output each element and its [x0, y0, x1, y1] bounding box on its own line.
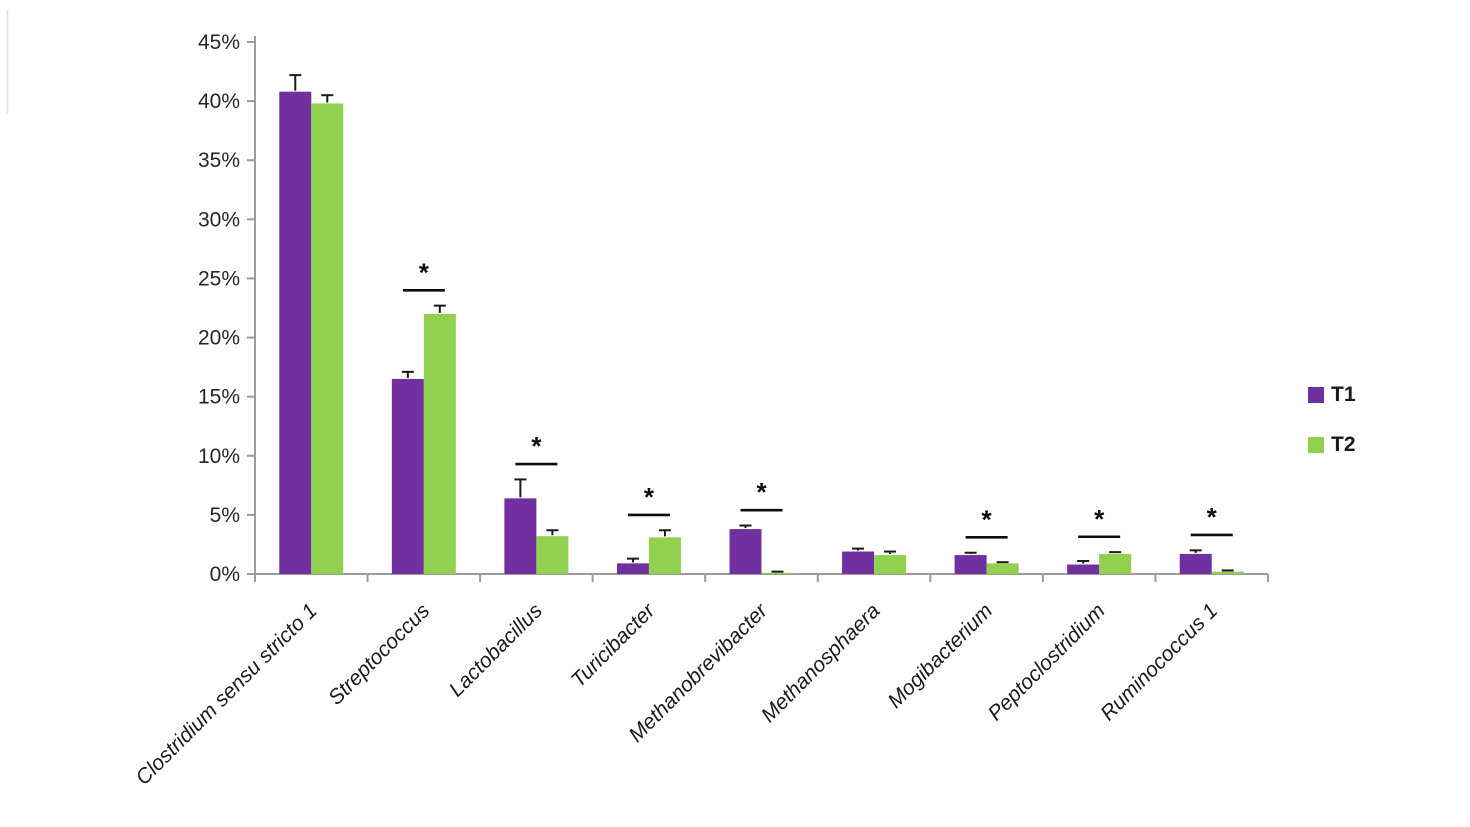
bar-t2	[986, 563, 1019, 574]
x-category-label: Lactobacillus	[445, 599, 547, 701]
x-category-label: Methanosphaera	[757, 599, 885, 727]
significance-asterisk: *	[1094, 504, 1105, 534]
y-tick-label: 15%	[198, 386, 240, 409]
y-tick-label: 45%	[198, 31, 240, 54]
x-category-label: Turicibacter	[567, 599, 660, 692]
significance-asterisk: *	[531, 431, 542, 461]
x-category-label: Ruminococcus 1	[1096, 599, 1222, 725]
legend-label-t2: T2	[1331, 433, 1356, 456]
y-tick-labels: 0% 5% 10% 15% 20% 25% 30% 35% 40% 45%	[198, 31, 240, 586]
bar-t2	[1211, 571, 1244, 574]
bars	[279, 91, 1244, 575]
bar-t2	[761, 572, 794, 574]
bar-t2	[1099, 553, 1132, 574]
legend-label-t1: T1	[1331, 383, 1356, 406]
significance-asterisk: *	[419, 257, 430, 287]
y-tick-label: 10%	[198, 445, 240, 468]
bar-t1	[954, 555, 987, 574]
x-category-label: Peptoclostridium	[984, 599, 1110, 725]
bar-t2	[311, 103, 344, 574]
x-category-label: Clostridium sensu stricto 1	[131, 599, 321, 789]
significance-asterisk: *	[1207, 502, 1218, 532]
x-category-labels: Clostridium sensu stricto 1 Streptococcus…	[131, 599, 1222, 790]
bar-t1	[391, 378, 424, 574]
y-tick-label: 20%	[198, 327, 240, 350]
bar-t1	[1067, 564, 1100, 574]
error-bars	[289, 74, 1234, 573]
bar-t1	[1179, 553, 1212, 574]
significance-markers: * * * * * * *	[402, 257, 1233, 539]
bar-t2	[423, 313, 456, 574]
y-tick-label: 5%	[210, 504, 240, 527]
chart-legend: T1 T2	[1308, 384, 1356, 455]
bar-t1	[842, 551, 875, 574]
legend-item-t2: T2	[1308, 434, 1356, 455]
bar-t2	[648, 537, 681, 574]
bar-t2	[536, 536, 569, 574]
legend-swatch-t1-icon	[1308, 386, 1324, 403]
legend-item-t1: T1	[1308, 384, 1356, 405]
bar-t2	[874, 555, 907, 574]
x-category-label: Streptococcus	[324, 599, 435, 710]
legend-swatch-t2-icon	[1308, 436, 1324, 453]
y-tick-label: 40%	[198, 90, 240, 113]
bar-t1	[279, 91, 312, 575]
significance-asterisk: *	[982, 504, 993, 534]
bar-t1	[616, 563, 649, 574]
y-tick-label: 30%	[198, 208, 240, 231]
y-tick-label: 35%	[198, 149, 240, 172]
bar-t1	[729, 529, 762, 574]
y-tick-label: 25%	[198, 267, 240, 290]
x-category-label: Mogibacterium	[883, 599, 997, 713]
significance-asterisk: *	[644, 482, 655, 512]
significance-asterisk: *	[756, 477, 767, 507]
y-tick-label: 0%	[210, 563, 240, 586]
bar-t1	[504, 498, 537, 574]
